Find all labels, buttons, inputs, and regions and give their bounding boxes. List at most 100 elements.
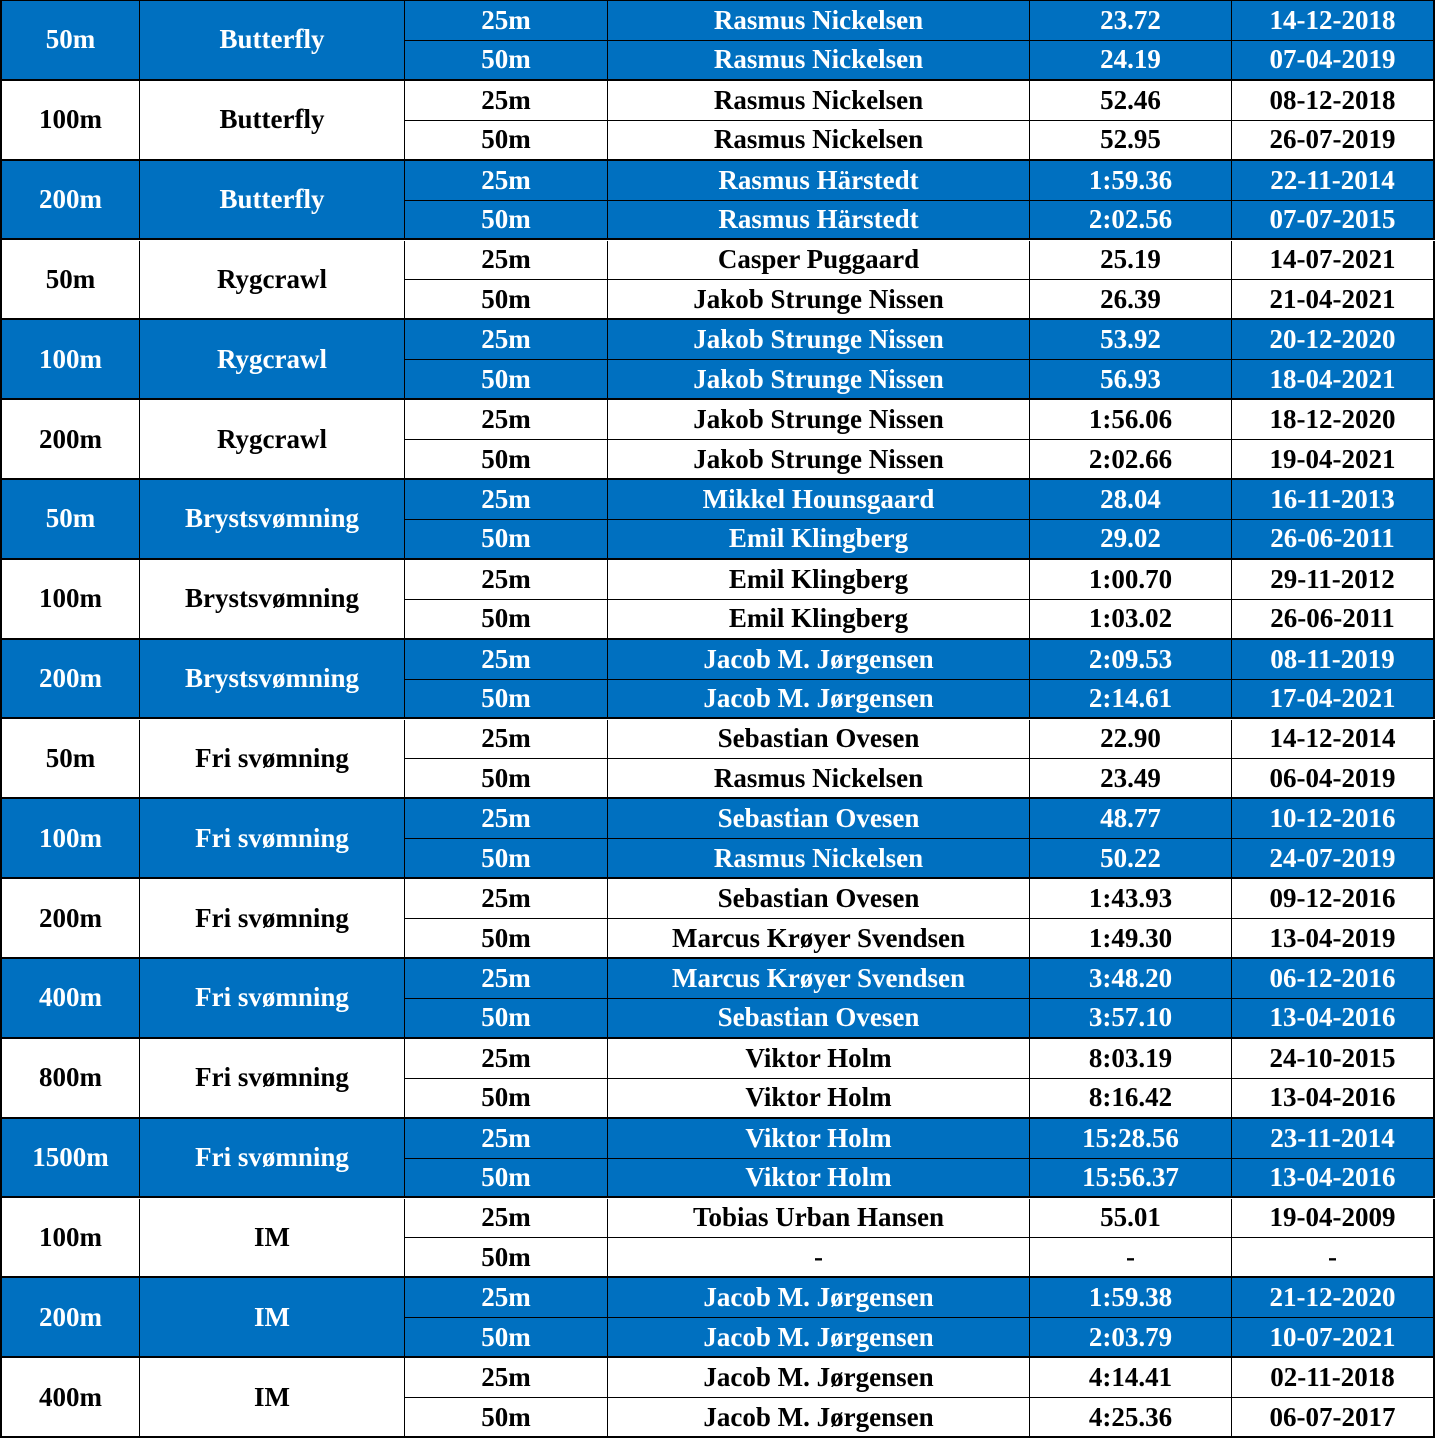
distance-cell: 200m xyxy=(2,879,140,957)
pool-cell: 25m xyxy=(405,1358,608,1399)
record-group: 400m IM 25m Jacob M. Jørgensen 4:14.41 02-11-… xyxy=(2,1358,1435,1438)
pool-cell: 50m xyxy=(405,1318,608,1357)
name-cell: Jacob M. Jørgensen xyxy=(608,1358,1030,1399)
record-group: 100m Butterfly 25m Rasmus Nickelsen 52.46 08-… xyxy=(2,80,1435,161)
distance-cell: 100m xyxy=(2,799,140,878)
stroke-cell: Fri svømning xyxy=(140,799,405,878)
distance-cell: 100m xyxy=(2,559,140,638)
date-cell: 08-12-2018 xyxy=(1232,80,1435,121)
pool-cell: 25m xyxy=(405,639,608,680)
time-cell: 8:03.19 xyxy=(1030,1038,1232,1079)
time-cell: 15:28.56 xyxy=(1030,1118,1232,1159)
name-cell: Sebastian Ovesen xyxy=(608,799,1030,840)
pool-cell: 50m xyxy=(405,1158,608,1197)
date-cell: 06-07-2017 xyxy=(1232,1398,1435,1436)
pool-cell: 25m xyxy=(405,879,608,920)
time-cell: 15:56.37 xyxy=(1030,1158,1232,1197)
date-cell: 26-06-2011 xyxy=(1232,599,1435,638)
name-cell: Jacob M. Jørgensen xyxy=(608,1398,1030,1436)
time-cell: 2:02.56 xyxy=(1030,200,1232,239)
date-cell: 18-04-2021 xyxy=(1232,360,1435,399)
name-cell: Viktor Holm xyxy=(608,1038,1030,1079)
name-cell: Mikkel Hounsgaard xyxy=(608,480,1030,520)
name-cell: Viktor Holm xyxy=(608,1118,1030,1159)
date-cell: 14-12-2018 xyxy=(1232,1,1435,41)
distance-cell: 200m xyxy=(2,639,140,718)
record-group: 100m Rygcrawl 25m Jakob Strunge Nissen 53.92… xyxy=(2,320,1435,401)
date-cell: 23-11-2014 xyxy=(1232,1118,1435,1159)
name-cell: Rasmus Nickelsen xyxy=(608,1,1030,41)
pool-cell: 25m xyxy=(405,559,608,600)
record-group: 50m Brystsvømning 25m Mikkel Hounsgaard 28.0… xyxy=(2,480,1435,560)
date-cell: 29-11-2012 xyxy=(1232,559,1435,600)
time-cell: 23.72 xyxy=(1030,1,1232,41)
pool-cell: 50m xyxy=(405,440,608,478)
pool-cell: 50m xyxy=(405,1238,608,1277)
time-cell: 1:59.38 xyxy=(1030,1278,1232,1319)
time-cell: 24.19 xyxy=(1030,40,1232,79)
distance-cell: 1500m xyxy=(2,1118,140,1197)
stroke-cell: Brystsvømning xyxy=(140,559,405,638)
date-cell: 19-04-2021 xyxy=(1232,440,1435,478)
time-cell: 1:43.93 xyxy=(1030,879,1232,920)
time-cell: 52.95 xyxy=(1030,120,1232,159)
name-cell: Jakob Strunge Nissen xyxy=(608,440,1030,478)
name-cell: Jakob Strunge Nissen xyxy=(608,320,1030,361)
time-cell: 3:57.10 xyxy=(1030,998,1232,1037)
time-cell: 29.02 xyxy=(1030,519,1232,558)
pool-cell: 25m xyxy=(405,1278,608,1319)
date-cell: 26-06-2011 xyxy=(1232,519,1435,558)
distance-cell: 50m xyxy=(2,480,140,558)
name-cell: Emil Klingberg xyxy=(608,599,1030,638)
name-cell: Marcus Krøyer Svendsen xyxy=(608,919,1030,957)
name-cell: Jacob M. Jørgensen xyxy=(608,679,1030,718)
distance-cell: 100m xyxy=(2,1198,140,1277)
date-cell: 17-04-2021 xyxy=(1232,679,1435,718)
record-group: 100m Brystsvømning 25m Emil Klingberg 1:00.7… xyxy=(2,559,1435,640)
name-cell: Emil Klingberg xyxy=(608,519,1030,558)
date-cell: 18-12-2020 xyxy=(1232,400,1435,441)
date-cell: 07-04-2019 xyxy=(1232,40,1435,79)
pool-cell: 50m xyxy=(405,759,608,798)
distance-cell: 100m xyxy=(2,320,140,399)
pool-cell: 50m xyxy=(405,360,608,399)
pool-cell: 25m xyxy=(405,80,608,121)
stroke-cell: Fri svømning xyxy=(140,1038,405,1117)
time-cell: 3:48.20 xyxy=(1030,959,1232,999)
pool-cell: 25m xyxy=(405,719,608,760)
distance-cell: 50m xyxy=(2,719,140,798)
pool-cell: 25m xyxy=(405,160,608,201)
stroke-cell: Fri svømning xyxy=(140,1118,405,1197)
stroke-cell: Butterfly xyxy=(140,1,405,79)
time-cell: 1:56.06 xyxy=(1030,400,1232,441)
date-cell: 24-10-2015 xyxy=(1232,1038,1435,1079)
stroke-cell: Rygcrawl xyxy=(140,240,405,319)
time-cell: 26.39 xyxy=(1030,280,1232,319)
pool-cell: 50m xyxy=(405,40,608,79)
date-cell: 21-04-2021 xyxy=(1232,280,1435,319)
name-cell: Rasmus Härstedt xyxy=(608,160,1030,201)
name-cell: Rasmus Nickelsen xyxy=(608,80,1030,121)
pool-cell: 25m xyxy=(405,1038,608,1079)
pool-cell: 50m xyxy=(405,519,608,558)
time-cell: 56.93 xyxy=(1030,360,1232,399)
time-cell: - xyxy=(1030,1238,1232,1277)
pool-cell: 25m xyxy=(405,799,608,840)
date-cell: 10-07-2021 xyxy=(1232,1318,1435,1357)
name-cell: Jacob M. Jørgensen xyxy=(608,1318,1030,1357)
pool-cell: 50m xyxy=(405,1398,608,1436)
name-cell: Viktor Holm xyxy=(608,1078,1030,1117)
name-cell: Sebastian Ovesen xyxy=(608,879,1030,920)
time-cell: 55.01 xyxy=(1030,1198,1232,1239)
date-cell: 16-11-2013 xyxy=(1232,480,1435,520)
date-cell: 02-11-2018 xyxy=(1232,1358,1435,1399)
time-cell: 28.04 xyxy=(1030,480,1232,520)
time-cell: 2:02.66 xyxy=(1030,440,1232,478)
record-group: 200m Rygcrawl 25m Jakob Strunge Nissen 1:56.… xyxy=(2,400,1435,480)
pool-cell: 25m xyxy=(405,1,608,41)
name-cell: Sebastian Ovesen xyxy=(608,719,1030,760)
record-group: 200m IM 25m Jacob M. Jørgensen 1:59.38 21-12-… xyxy=(2,1278,1435,1359)
date-cell: 13-04-2016 xyxy=(1232,998,1435,1037)
